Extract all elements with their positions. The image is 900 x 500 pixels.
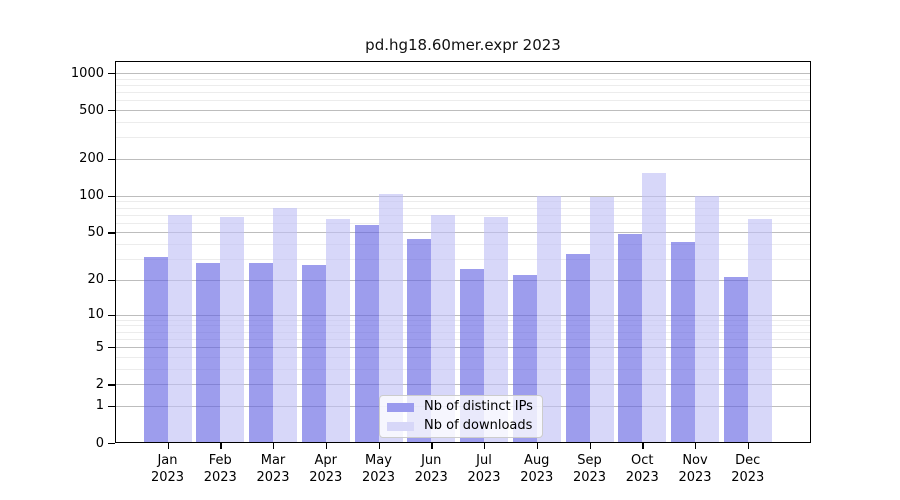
y-tick-label: 20 — [87, 272, 104, 288]
gridline-minor — [115, 244, 811, 246]
x-tick-label: Aug 2023 — [520, 453, 554, 485]
legend-swatch — [387, 402, 414, 412]
y-tick-mark — [108, 158, 115, 161]
y-tick-mark — [108, 384, 115, 386]
x-tick-label: Jan 2023 — [150, 453, 185, 485]
chart-title: pd.hg18.60mer.expr 2023 — [365, 36, 561, 54]
y-tick-label: 0 — [95, 435, 104, 451]
x-tick-label: Nov 2023 — [678, 453, 712, 485]
gridline-major — [115, 73, 811, 74]
y-tick-label: 10 — [87, 307, 104, 323]
gridline-major — [115, 110, 811, 112]
y-tick-label: 1000 — [70, 65, 104, 81]
gridline-minor — [115, 207, 811, 209]
x-tick-label: Jun 2023 — [414, 453, 448, 485]
legend-row: Nb of distinct IPs — [387, 399, 533, 415]
y-tick-mark — [108, 347, 115, 349]
bar-distinct-ips — [143, 257, 168, 443]
y-tick-mark — [108, 279, 115, 282]
plot-area — [115, 61, 811, 443]
y-tick-mark — [108, 232, 115, 234]
x-tick-mark — [273, 443, 275, 449]
bar-distinct-ips — [301, 264, 326, 443]
x-tick-mark — [747, 443, 750, 449]
x-tick-mark — [325, 443, 328, 449]
gridline-minor — [115, 137, 811, 139]
gridline-minor — [115, 92, 811, 94]
gridline-minor — [115, 78, 811, 80]
y-tick-mark — [108, 73, 115, 75]
x-tick-mark — [167, 443, 169, 449]
bar-distinct-ips — [618, 233, 643, 443]
x-tick-mark — [695, 443, 697, 449]
gridline-minor — [115, 121, 811, 123]
gridline-minor — [115, 100, 811, 102]
x-tick-mark — [536, 443, 539, 449]
bar-distinct-ips — [565, 254, 590, 443]
y-tick-mark — [108, 314, 115, 316]
bar-distinct-ips — [196, 262, 221, 443]
bar-distinct-ips — [249, 262, 273, 443]
bar-downloads — [167, 215, 192, 443]
x-tick-mark — [484, 443, 486, 449]
y-tick-label: 5 — [95, 339, 104, 355]
bar-distinct-ips — [723, 277, 748, 443]
legend: Nb of distinct IPs Nb of downloads — [379, 395, 543, 438]
gridline-minor — [115, 222, 811, 224]
y-tick-mark — [108, 195, 115, 198]
legend-swatch — [387, 421, 414, 431]
bar-downloads — [220, 217, 245, 443]
x-tick-label: Dec 2023 — [731, 453, 765, 485]
x-tick-label: Sep 2023 — [572, 453, 607, 485]
x-tick-label: May 2023 — [361, 453, 396, 485]
x-tick-mark — [378, 443, 380, 449]
bar-downloads — [642, 172, 667, 443]
x-tick-mark — [431, 443, 433, 449]
gridline-minor — [115, 84, 811, 86]
y-tick-label: 200 — [79, 151, 104, 167]
gridline-minor — [115, 214, 811, 216]
legend-row: Nb of downloads — [387, 418, 533, 434]
bar-downloads — [273, 207, 297, 443]
x-tick-mark — [589, 443, 591, 449]
gridline-major — [115, 232, 811, 234]
y-tick-label: 500 — [79, 102, 104, 118]
y-tick-mark — [108, 405, 115, 408]
gridline-minor — [115, 259, 811, 261]
y-tick-label: 1 — [95, 398, 104, 414]
y-tick-label: 50 — [87, 224, 104, 240]
legend-label: Nb of distinct IPs — [424, 399, 533, 414]
x-tick-mark — [220, 443, 222, 449]
x-tick-label: Mar 2023 — [256, 453, 290, 485]
y-tick-mark — [108, 443, 115, 445]
x-tick-label: Jul 2023 — [467, 453, 501, 485]
x-tick-label: Oct 2023 — [625, 453, 659, 485]
bar-distinct-ips — [671, 241, 695, 443]
bar-downloads — [747, 218, 772, 443]
bar-downloads — [325, 219, 350, 443]
x-tick-mark — [642, 443, 644, 449]
gridline-major — [115, 158, 811, 160]
x-tick-label: Apr 2023 — [309, 453, 343, 485]
x-tick-label: Feb 2023 — [203, 453, 237, 485]
y-tick-mark — [108, 110, 115, 112]
y-tick-label: 100 — [79, 188, 104, 204]
gridline-minor — [115, 201, 811, 203]
legend-label: Nb of downloads — [424, 418, 533, 433]
gridline-major — [115, 195, 811, 197]
y-tick-label: 2 — [95, 376, 104, 392]
bar-downloads — [589, 196, 614, 443]
bar-downloads — [695, 195, 719, 443]
bar-distinct-ips — [354, 224, 379, 443]
